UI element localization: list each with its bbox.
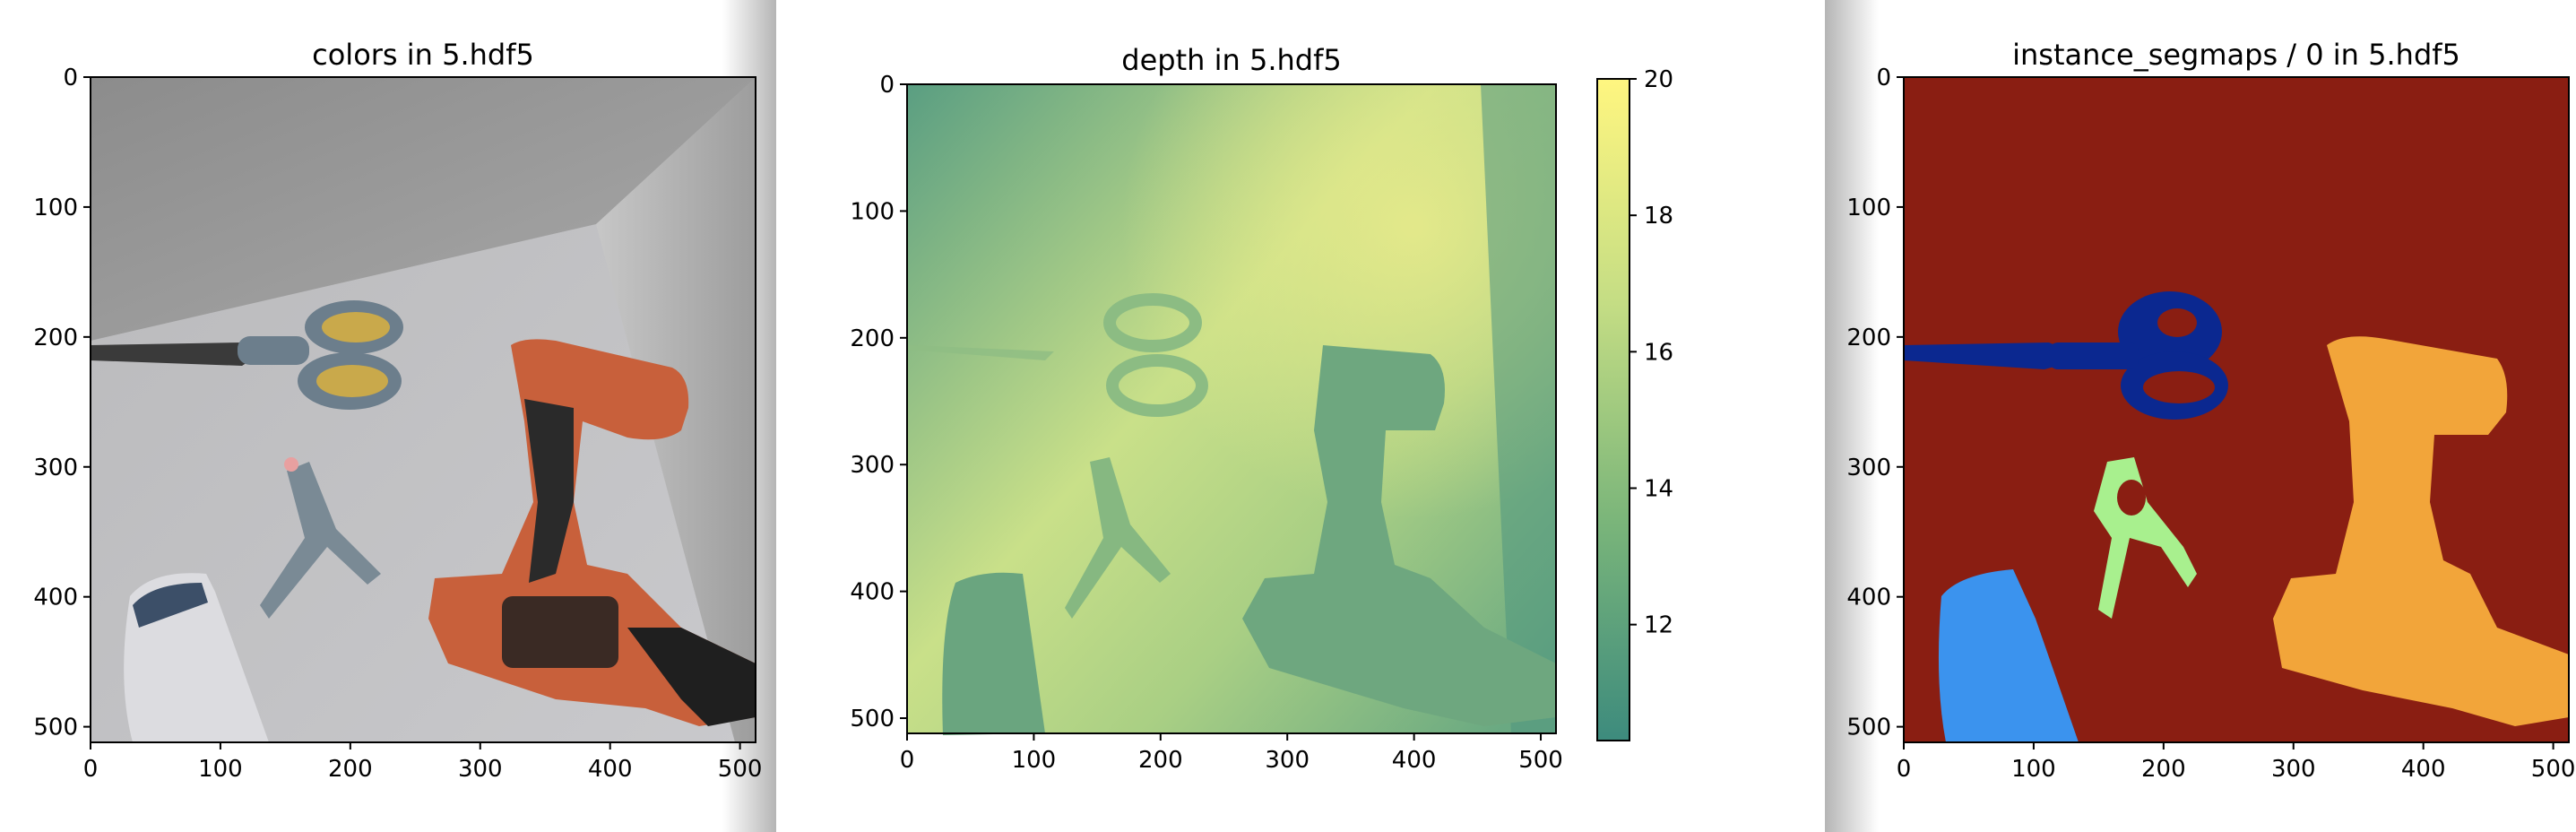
- colors-x-tick-label: 300: [458, 756, 503, 783]
- colors-title: colors in 5.hdf5: [312, 38, 534, 72]
- colors-axes-frame: [90, 76, 756, 743]
- depth-x-ticks: 0 100 200 300 400 500: [900, 733, 1563, 774]
- depth-y-tick-label: 300: [850, 452, 895, 479]
- colorbar-tick-label: 16: [1644, 339, 1673, 366]
- depth-y-tick-label: 0: [879, 72, 895, 99]
- segmap-y-ticks: 0 100 200 300 400 500: [1846, 65, 1904, 741]
- depth-y-tick-label: 500: [850, 706, 895, 732]
- depth-x-tick-label: 400: [1392, 747, 1437, 774]
- segmap-title: instance_segmaps / 0 in 5.hdf5: [2012, 38, 2460, 72]
- segmap-y-tick-label: 0: [1876, 65, 1891, 91]
- depth-x-tick-label: 100: [1012, 747, 1057, 774]
- depth-y-ticks: 0 100 200 300 400 500: [850, 72, 907, 732]
- segmap-x-tick-label: 400: [2401, 756, 2446, 783]
- depth-x-tick-label: 200: [1138, 747, 1183, 774]
- depth-x-tick-label: 0: [900, 747, 915, 774]
- depth-x-tick-label: 300: [1265, 747, 1310, 774]
- segmap-x-tick-label: 200: [2141, 756, 2186, 783]
- depth-panel: 0 100 200 300 400 500 0 100 200 300 400 500 depth …: [776, 0, 1825, 832]
- depth-colorbar: [1596, 78, 1630, 741]
- segmap-y-tick-label: 200: [1846, 325, 1891, 351]
- colorbar-tick-label: 20: [1644, 66, 1673, 93]
- depth-chart: 0 100 200 300 400 500 0 100 200 300 400 500 depth …: [850, 43, 1673, 774]
- segmap-x-tick-label: 300: [2271, 756, 2316, 783]
- colors-y-tick-label: 300: [33, 455, 78, 481]
- colors-image: [91, 77, 756, 742]
- depth-title: depth in 5.hdf5: [1121, 43, 1341, 77]
- colors-y-tick-label: 500: [33, 715, 78, 741]
- segmap-x-tick-label: 500: [2531, 756, 2576, 783]
- depth-y-tick-label: 200: [850, 325, 895, 352]
- segmap-chart: 0 100 200 300 400 500 0 100 200 300 400 500 instan…: [1846, 38, 2576, 783]
- segmap-panel: 0 100 200 300 400 500 0 100 200 300 400 500 instan…: [1825, 0, 2576, 832]
- depth-y-tick-label: 400: [850, 579, 895, 606]
- depth-y-tick-label: 100: [850, 198, 895, 225]
- colors-y-tick-label: 400: [33, 585, 78, 611]
- colors-x-tick-label: 200: [328, 756, 373, 783]
- colors-y-tick-label: 200: [33, 325, 78, 351]
- depth-image: [907, 84, 1556, 735]
- colorbar-tick-label: 12: [1644, 612, 1673, 639]
- colors-panel: 0 100 200 300 400 500 0 100 200 300 400 500 colors…: [0, 0, 776, 832]
- depth-colorbar-ticks: 12 14 16 18 20: [1629, 66, 1673, 639]
- colorbar-tick-label: 14: [1644, 475, 1673, 502]
- segmap-y-tick-label: 500: [1846, 715, 1891, 741]
- depth-x-tick-label: 500: [1518, 747, 1563, 774]
- colors-x-ticks: 0 100 200 300 400 500: [83, 742, 763, 783]
- depth-axes-frame: [906, 83, 1557, 734]
- segmap-x-ticks: 0 100 200 300 400 500: [1897, 742, 2576, 783]
- window-edge-shadow: [1825, 0, 1879, 832]
- segmap-y-tick-label: 100: [1846, 195, 1891, 221]
- segmap-x-tick-label: 0: [1897, 756, 1912, 783]
- colors-x-tick-label: 500: [718, 756, 763, 783]
- colors-y-tick-label: 0: [63, 65, 78, 91]
- colorbar-tick-label: 18: [1644, 203, 1673, 230]
- segmap-y-tick-label: 400: [1846, 585, 1891, 611]
- segmap-x-tick-label: 100: [2011, 756, 2056, 783]
- segmap-image: [1904, 77, 2569, 742]
- colors-chart: 0 100 200 300 400 500 0 100 200 300 400 500 colors…: [33, 38, 763, 783]
- colors-y-tick-label: 100: [33, 195, 78, 221]
- colors-x-tick-label: 400: [588, 756, 633, 783]
- colors-y-ticks: 0 100 200 300 400 500: [33, 65, 91, 741]
- colors-x-tick-label: 100: [198, 756, 243, 783]
- segmap-y-tick-label: 300: [1846, 455, 1891, 481]
- segmap-axes-frame: [1903, 76, 2570, 743]
- colors-x-tick-label: 0: [83, 756, 99, 783]
